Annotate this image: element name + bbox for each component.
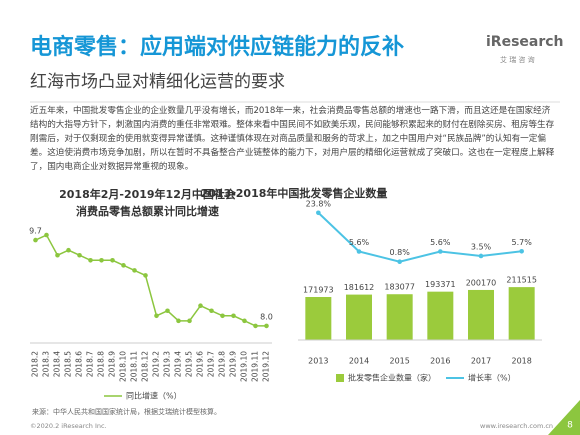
point xyxy=(44,232,49,238)
point xyxy=(143,273,148,278)
page-number: 8 xyxy=(567,421,573,431)
point xyxy=(121,263,126,268)
x-tick-label: 2019.2 xyxy=(152,351,161,377)
x-tick-label: 2019.6 xyxy=(196,351,205,377)
data-label: 200170 xyxy=(466,278,497,287)
x-tick-label: 2017 xyxy=(471,357,491,366)
x-tick-label: 2016 xyxy=(430,357,450,366)
point xyxy=(316,210,321,216)
x-tick-label: 2019.12 xyxy=(262,351,271,382)
line xyxy=(35,234,267,327)
bar xyxy=(386,294,413,340)
bar xyxy=(305,297,332,340)
legend-label: 同比增速（%） xyxy=(126,391,182,401)
x-tick-label: 2018.10 xyxy=(119,351,128,382)
x-tick-label: 2018.12 xyxy=(141,351,150,382)
point xyxy=(33,237,38,243)
point xyxy=(438,249,443,254)
data-label: 23.8% xyxy=(306,199,332,208)
x-tick-label: 2018.11 xyxy=(130,351,139,382)
point xyxy=(187,318,192,324)
point xyxy=(356,249,362,254)
point xyxy=(55,252,60,258)
data-label: 9.7 xyxy=(29,227,42,236)
bar xyxy=(346,294,372,340)
chart-title: 2013-2018年中国批发零售企业数量 xyxy=(201,186,388,200)
data-label: 5.7% xyxy=(512,238,533,247)
data-label: 5.6% xyxy=(349,238,370,247)
logo-sub: 艾 瑞 咨 询 xyxy=(500,55,535,64)
x-tick-label: 2019.5 xyxy=(185,351,194,377)
data-label: 183077 xyxy=(384,283,415,292)
legend-label: 批发零售企业数量（家） xyxy=(348,373,436,383)
x-tick-label: 2018.4 xyxy=(53,351,62,377)
x-tick-label: 2014 xyxy=(349,357,369,366)
point xyxy=(165,308,170,314)
copyright: ©2020.2 iResearch Inc. xyxy=(30,422,107,430)
x-tick-label: 2015 xyxy=(389,357,409,366)
data-label: 0.8% xyxy=(390,248,411,257)
point xyxy=(99,257,104,263)
data-label: 5.6% xyxy=(430,238,451,247)
point xyxy=(77,252,82,258)
corner xyxy=(548,400,580,435)
x-tick-label: 2018.9 xyxy=(108,351,117,377)
logo: iResearch xyxy=(486,34,564,50)
point xyxy=(132,268,137,273)
data-label: 181612 xyxy=(344,283,375,292)
title: 电商零售：应用端对供应链能力的反补 xyxy=(30,34,404,60)
x-tick-label: 2019.9 xyxy=(229,351,238,377)
point xyxy=(154,313,159,319)
point xyxy=(253,323,258,329)
point xyxy=(264,323,269,329)
x-tick-label: 2019.11 xyxy=(251,351,260,382)
bar xyxy=(427,291,454,340)
point xyxy=(66,247,71,253)
bar xyxy=(468,289,494,340)
point xyxy=(88,257,93,263)
x-tick-label: 2018.3 xyxy=(42,351,51,377)
point xyxy=(519,248,524,254)
url: www.iresearch.com.cn xyxy=(480,422,553,430)
legend-label: 增长率（%） xyxy=(468,373,516,383)
x-tick-label: 2019.3 xyxy=(163,351,172,377)
point xyxy=(397,259,402,265)
point xyxy=(198,303,203,309)
legend-swatch xyxy=(336,374,344,382)
point xyxy=(220,313,225,319)
subtitle: 红海市场凸显对精细化运营的要求 xyxy=(30,72,285,92)
x-tick-label: 2018 xyxy=(511,357,531,366)
x-tick-label: 2018.8 xyxy=(97,351,106,377)
data-label: 3.5% xyxy=(471,242,492,251)
point xyxy=(242,318,247,324)
point xyxy=(209,308,214,314)
body-text: 近五年来，中国批发零售企业的企业数量几乎没有增长，而2018年一来，社会消费品零… xyxy=(30,106,555,172)
x-tick-label: 2019.7 xyxy=(207,351,216,377)
point xyxy=(231,313,236,319)
x-tick-label: 2018.5 xyxy=(64,351,73,377)
x-tick-label: 2018.6 xyxy=(75,351,84,377)
point xyxy=(110,257,115,263)
x-tick-label: 2019.4 xyxy=(174,351,183,377)
bar xyxy=(508,287,535,340)
data-label: 211515 xyxy=(506,276,537,285)
x-tick-label: 2018.2 xyxy=(31,351,40,377)
x-tick-label: 2018.7 xyxy=(86,351,95,377)
chart-title: 2018年2月-2019年12月中国社会消费品零售总额累计同比增速 xyxy=(59,188,236,218)
point xyxy=(176,318,181,324)
data-label: 193371 xyxy=(425,280,456,289)
x-tick-label: 2019.10 xyxy=(240,351,249,382)
point xyxy=(478,253,484,259)
x-tick-label: 2019.8 xyxy=(218,351,227,377)
data-label: 171973 xyxy=(303,286,334,295)
x-tick-label: 2013 xyxy=(308,357,328,366)
line xyxy=(317,212,522,263)
source: 来源：中华人民共和国国家统计局，根据艾瑞统计模型核算。 xyxy=(32,407,221,416)
data-label: 8.0 xyxy=(260,312,273,321)
